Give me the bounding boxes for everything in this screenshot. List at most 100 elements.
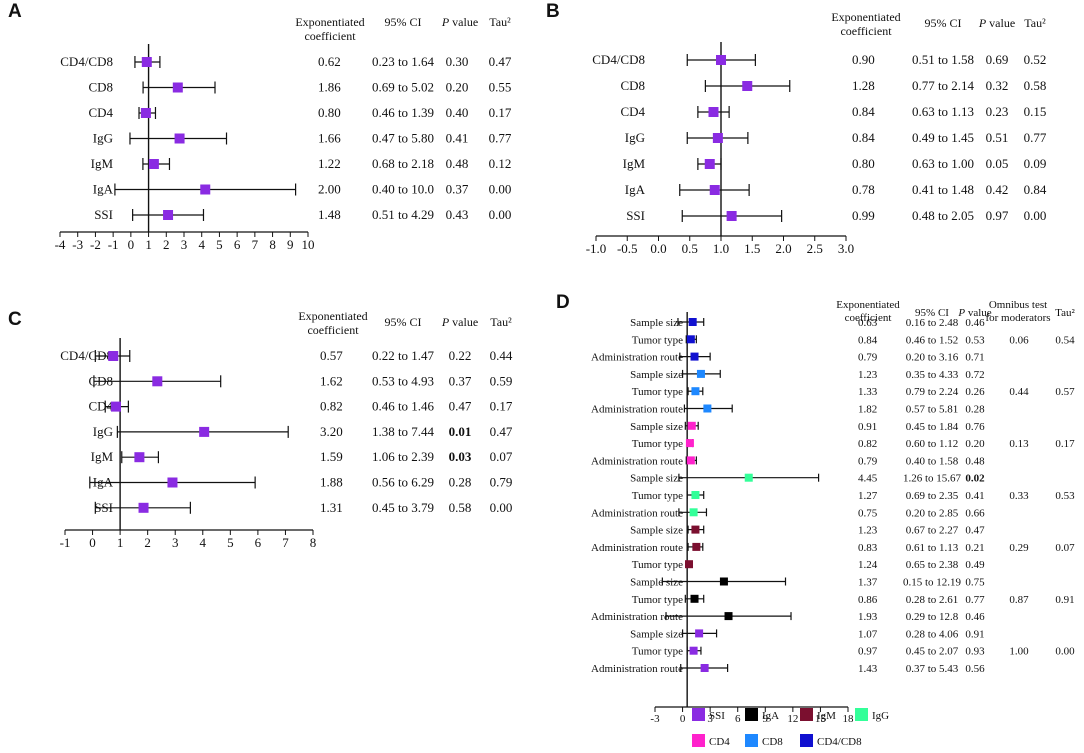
- panel-d-cell-coef: 4.45: [858, 473, 878, 485]
- panel-d-cell-tau: 0.07: [1055, 542, 1075, 554]
- panel-b-cell-ci: 0.41 to 1.48: [912, 182, 974, 197]
- panel-a-point-marker: [172, 82, 183, 93]
- panel-b-cell-tau: 0.84: [1024, 182, 1047, 197]
- panel-d-row-label: Tumor type: [632, 594, 683, 606]
- panel-a-row-label: SSI: [94, 207, 113, 222]
- panel-c-cell-p: 0.47: [449, 399, 472, 414]
- panel-a-cell-coef: 1.48: [318, 207, 341, 222]
- panel-b-col-header: Exponentiated: [831, 10, 900, 24]
- panel-d-point-marker: [691, 525, 700, 534]
- panel-d-col-header: P value: [957, 307, 991, 319]
- panel-c-cell-p: 0.01: [449, 424, 472, 439]
- panel-c-point-marker: [138, 502, 149, 513]
- panel-d-cell-p: 0.72: [965, 369, 984, 381]
- panel-a-x-tick-label: 5: [216, 237, 223, 252]
- panel-b-point-marker: [712, 133, 723, 143]
- panel-a-col-header: coefficient: [304, 29, 356, 43]
- panel-c-cell-p: 0.37: [449, 373, 472, 388]
- panel-c-cell-ci: 1.06 to 2.39: [372, 449, 434, 464]
- legend-swatch: [855, 708, 868, 721]
- panel-d-cell-tau: 0.57: [1055, 386, 1075, 398]
- panel-b-x-tick-label: 2.0: [775, 241, 791, 256]
- panel-d-cell-ci: 0.45 to 2.07: [906, 646, 959, 658]
- panel-b-cell-tau: 0.58: [1024, 78, 1047, 93]
- legend-label: CD4: [709, 736, 730, 748]
- panel-d-row-label: Administration route: [591, 352, 683, 364]
- panel-d-row-label: Tumor type: [632, 490, 683, 502]
- panel-c-col-header: coefficient: [307, 323, 359, 337]
- panel-d-cell-coef: 1.07: [858, 628, 878, 640]
- panel-a-col-header: Exponentiated: [295, 15, 364, 29]
- panel-b-cell-p: 0.97: [986, 208, 1009, 223]
- panel-c-cell-p: 0.03: [449, 449, 472, 464]
- panel-a-cell-ci: 0.40 to 10.0: [372, 182, 434, 197]
- panel-b-cell-ci: 0.63 to 1.00: [912, 156, 974, 171]
- panel-a-cell-p: 0.41: [446, 131, 469, 146]
- panel-a-cell-ci: 0.23 to 1.64: [372, 54, 435, 69]
- panel-d-cell-p: 0.02: [965, 473, 985, 485]
- legend-swatch: [745, 734, 758, 747]
- panel-b-cell-p: 0.23: [986, 104, 1009, 119]
- panel-d-row-label: Sample size: [630, 628, 683, 640]
- panel-d-x-tick-label: 3: [707, 713, 713, 725]
- panel-d-cell-coef: 1.43: [858, 663, 878, 675]
- panel-d-row-label: Sample size: [630, 369, 683, 381]
- panel-c-point-marker: [110, 401, 121, 412]
- panel-a-cell-tau: 0.00: [489, 182, 512, 197]
- panel-a-col-header: P value: [441, 15, 478, 29]
- panel-b-cell-coef: 0.84: [852, 104, 875, 119]
- panel-d-point-marker: [690, 352, 699, 361]
- panel-a-cell-p: 0.20: [446, 80, 469, 95]
- panel-d-cell-p: 0.77: [965, 594, 985, 606]
- panel-d-point-marker: [696, 369, 705, 378]
- panel-b-cell-coef: 0.78: [852, 182, 875, 197]
- panel-d-row-label: Administration route: [591, 611, 683, 623]
- panel-a-row-label: CD4/CD8: [60, 54, 113, 69]
- panel-b-x-tick-label: -1.0: [586, 241, 607, 256]
- panel-d-row-label: Administration route: [591, 507, 683, 519]
- panel-d-row-label: Administration route: [591, 542, 683, 554]
- panel-d-point-marker: [685, 560, 694, 569]
- legend-label: CD4/CD8: [817, 736, 862, 748]
- panel-d-cell-p: 0.49: [965, 559, 985, 571]
- panel-d-cell-coef: 0.82: [858, 438, 877, 450]
- panel-a-cell-ci: 0.46 to 1.39: [372, 105, 434, 120]
- panel-d-point-marker: [686, 335, 695, 344]
- panel-c-x-tick-label: 8: [310, 535, 317, 550]
- panel-b-row-label: IgG: [625, 130, 645, 145]
- panel-d-cell-ci: 0.35 to 4.33: [906, 369, 959, 381]
- panel-c-row-label: IgG: [93, 424, 113, 439]
- panel-b-cell-p: 0.51: [986, 130, 1009, 145]
- panel-d-cell-ci: 0.67 to 2.27: [906, 525, 959, 537]
- panel-d-cell-coef: 0.75: [858, 507, 878, 519]
- panel-c-cell-p: 0.28: [449, 475, 472, 490]
- panel-d-point-marker: [687, 421, 696, 430]
- panel-a-row-label: IgG: [93, 131, 113, 146]
- panel-d-row-label: Administration route: [591, 663, 683, 675]
- panel-d-cell-omni: 0.44: [1009, 386, 1029, 398]
- panel-d-col-header: 95% CI: [915, 307, 949, 319]
- panel-b-col-header: 95% CI: [925, 16, 962, 30]
- panel-b-row-label: CD4/CD8: [592, 52, 645, 67]
- panel-d-row-label: Sample size: [630, 421, 683, 433]
- panel-d-row-label: Tumor type: [632, 334, 683, 346]
- panel-d-row-label: Administration route: [591, 455, 683, 467]
- panel-c-x-tick-label: 5: [227, 535, 234, 550]
- panel-c-cell-ci: 0.53 to 4.93: [372, 373, 434, 388]
- panel-b-col-header: Tau²: [1024, 16, 1046, 30]
- panel-d-cell-coef: 0.83: [858, 542, 878, 554]
- panel-a-x-tick-label: -2: [90, 237, 101, 252]
- panel-d-cell-ci: 0.79 to 2.24: [906, 386, 959, 398]
- panel-c-cell-coef: 1.62: [320, 373, 343, 388]
- panel-b-cell-tau: 0.77: [1024, 130, 1047, 145]
- panel-d-cell-ci: 0.29 to 12.8: [906, 611, 959, 623]
- panel-b-cell-ci: 0.77 to 2.14: [912, 78, 975, 93]
- panel-b-col-header: coefficient: [840, 24, 892, 38]
- panel-b-x-tick-label: 2.5: [807, 241, 823, 256]
- panel-a-cell-ci: 0.51 to 4.29: [372, 207, 434, 222]
- panel-c-col-header: P value: [441, 315, 478, 329]
- panel-c-row-label: CD4: [88, 399, 113, 414]
- panel-d-row-label: Sample size: [630, 577, 683, 589]
- panel-a-cell-coef: 1.86: [318, 80, 341, 95]
